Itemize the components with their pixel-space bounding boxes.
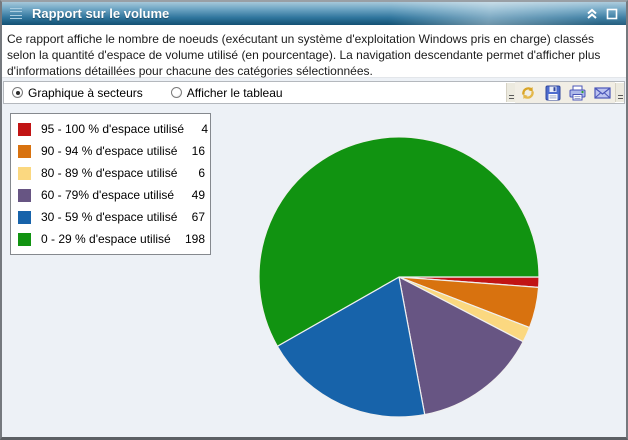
legend-count: 16 [191, 144, 205, 158]
pie-slice[interactable] [258, 136, 540, 347]
legend-swatch-icon [18, 166, 31, 180]
toolbar-overflow-grip[interactable] [615, 83, 624, 102]
pie-slice[interactable] [276, 276, 426, 418]
save-button[interactable] [542, 83, 563, 103]
drag-handle-icon [10, 8, 22, 19]
toolbar-overflow-grip[interactable] [506, 83, 515, 102]
radio-pie-chart[interactable]: Graphique à secteurs [12, 86, 143, 100]
print-button[interactable] [567, 83, 588, 103]
radio-selected-icon [12, 87, 23, 98]
legend-count: 4 [201, 122, 209, 136]
legend-label: 60 - 79% d'espace utilisé [41, 188, 175, 202]
legend-label: 80 - 89 % d'espace utilisé [41, 166, 178, 180]
pie-slice[interactable] [398, 276, 524, 416]
collapse-icon[interactable] [585, 7, 598, 20]
radio-show-table[interactable]: Afficher le tableau [170, 85, 283, 100]
email-button[interactable] [592, 83, 613, 103]
pie-chart [258, 136, 540, 418]
radio-show-table-label: Afficher le tableau [186, 85, 283, 100]
radio-unselected-icon [170, 87, 182, 98]
legend-swatch-icon [18, 122, 31, 136]
legend-item[interactable]: 80 - 89 % d'espace utilisé 6 [11, 162, 210, 184]
window-title: Rapport sur le volume [32, 6, 170, 21]
report-description: Ce rapport affiche le nombre de noeuds (… [2, 25, 626, 78]
legend-item[interactable]: 30 - 59 % d'espace utilisé 67 [11, 206, 210, 228]
radio-pie-chart-label: Graphique à secteurs [28, 85, 143, 100]
refresh-icon [521, 86, 534, 99]
legend-item[interactable]: 95 - 100 % d'espace utilisé 4 [11, 118, 210, 140]
legend-count: 49 [191, 188, 205, 202]
maximize-icon[interactable] [605, 7, 618, 20]
legend-item[interactable]: 60 - 79% d'espace utilisé 49 [11, 184, 210, 206]
titlebar[interactable]: Rapport sur le volume [2, 2, 626, 25]
chart-legend: 95 - 100 % d'espace utilisé 4 90 - 94 % … [10, 113, 211, 255]
legend-count: 6 [198, 166, 205, 180]
legend-item[interactable]: 90 - 94 % d'espace utilisé 16 [11, 140, 210, 162]
legend-count: 67 [191, 210, 205, 224]
print-icon [569, 85, 586, 100]
email-icon [594, 86, 611, 99]
refresh-button[interactable] [517, 83, 538, 103]
legend-swatch-icon [18, 232, 31, 246]
legend-item[interactable]: 0 - 29 % d'espace utilisé 198 [11, 228, 210, 250]
legend-swatch-icon [18, 144, 31, 158]
legend-label: 90 - 94 % d'espace utilisé [41, 144, 178, 158]
toolbar-icon-zone [515, 82, 615, 103]
legend-swatch-icon [18, 210, 31, 224]
toolbar: Graphique à secteurs Afficher le tableau [3, 81, 625, 104]
legend-count: 198 [184, 232, 205, 246]
legend-label: 30 - 59 % d'espace utilisé [41, 210, 178, 224]
legend-label: 0 - 29 % d'espace utilisé [41, 232, 171, 246]
legend-label: 95 - 100 % d'espace utilisé [41, 122, 185, 136]
legend-swatch-icon [18, 188, 31, 202]
save-icon [545, 85, 560, 100]
